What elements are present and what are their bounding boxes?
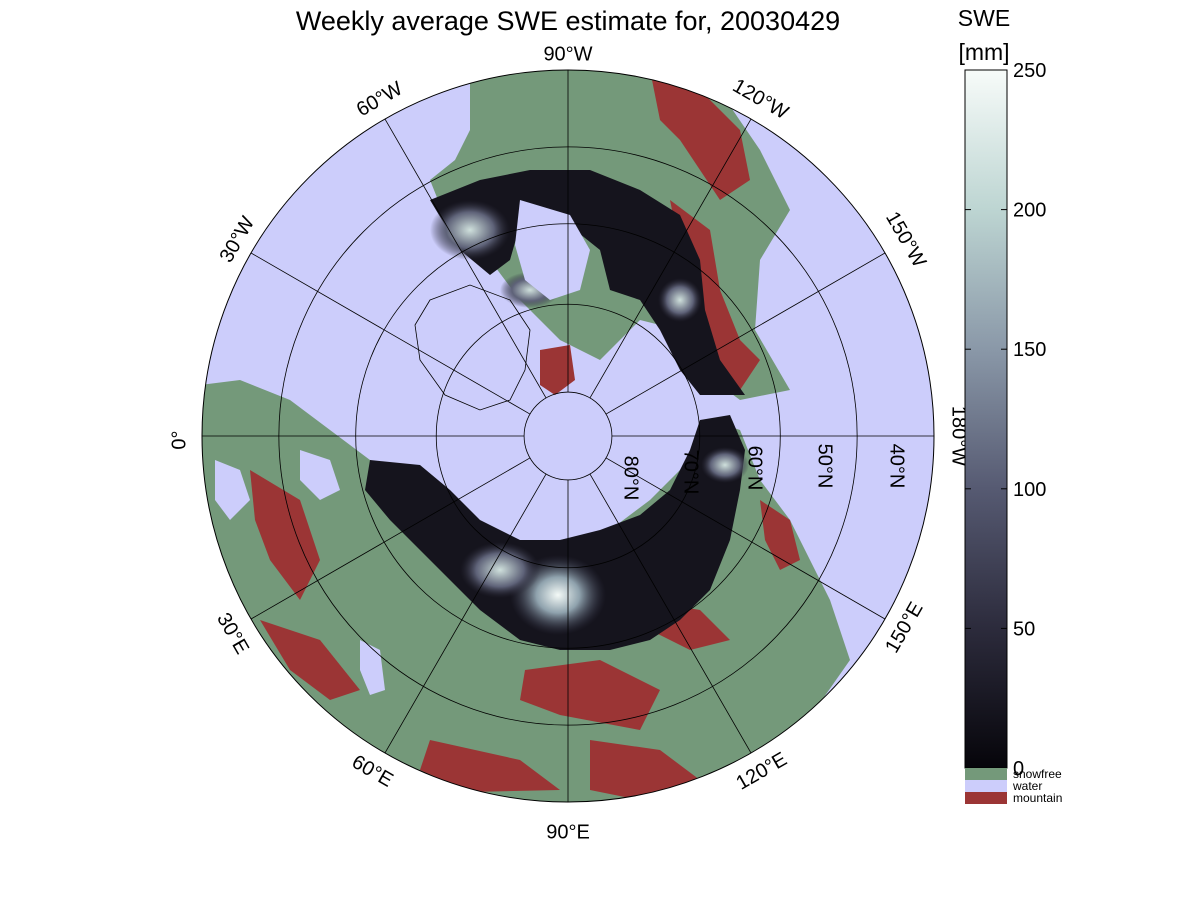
baltic-sea [300, 450, 340, 500]
legend-swatch-snowfree [965, 768, 1007, 780]
colorbar-label-swe: SWE [958, 5, 1010, 31]
mediterranean [215, 460, 250, 520]
swe-maximum-quebec [430, 200, 510, 260]
greenland-outline [414, 284, 531, 411]
meridian-line [605, 457, 886, 620]
meridian-line [250, 252, 531, 415]
legend-label-snowfree: snowfree [1013, 767, 1062, 781]
colorbar-tick-label: 250 [1013, 60, 1046, 82]
longitude-label-30e: 30°E [212, 609, 253, 658]
latitude-label-50n: 50°N [814, 444, 836, 489]
colorbar-tick-label: 0 [1013, 758, 1024, 780]
legend-label-mountain: mountain [1013, 791, 1062, 805]
latitude-labels: 80°N 70°N 60°N 50°N 40°N [620, 444, 908, 501]
meridian-line [250, 457, 531, 620]
colorbar-tick-label: 50 [1013, 618, 1035, 640]
colorbar-label-unit: [mm] [958, 39, 1009, 65]
map-title: Weekly average SWE estimate for, 2003042… [296, 6, 840, 36]
snow-cover-eurasia [365, 415, 745, 650]
graticule [202, 70, 934, 802]
longitude-label-180w: 180°W [948, 406, 970, 466]
meridian-line [384, 473, 547, 754]
polar-map [202, 70, 934, 802]
colorbar-gradient [964, 69, 1008, 769]
colorbar-tick-label: 100 [1013, 479, 1046, 501]
legend-label-water: water [1012, 779, 1042, 793]
arctic-islands [420, 290, 510, 400]
latitude-label-60n: 60°N [744, 446, 766, 491]
latitude-label-80n: 80°N [620, 456, 642, 501]
legend-swatch-mountain [965, 792, 1007, 804]
meridian-line [605, 252, 886, 415]
longitude-label-90w: 90°W [543, 43, 592, 65]
meridian-line [384, 118, 547, 399]
swe-maximum-kamchatka [701, 447, 749, 483]
swe-maximum-yenisei [460, 542, 540, 598]
latitude-label-70n: 70°N [680, 450, 702, 495]
colorbar-tick-label: 200 [1013, 200, 1046, 222]
longitude-label-90e: 90°E [546, 821, 590, 843]
meridian-line [589, 118, 752, 399]
longitude-label-0: 0° [168, 430, 190, 449]
longitude-label-60e: 60°E [348, 751, 397, 792]
legend-swatch-water [965, 780, 1007, 792]
hudson-bay [515, 200, 590, 300]
meridian-line [589, 473, 752, 754]
latitude-label-40n: 40°N [886, 444, 908, 489]
map-border [201, 69, 935, 803]
swe-maximum-alaska [658, 278, 702, 322]
colorbar: SWE [mm] 250 200 150 100 50 0 snowfreewatermo… [958, 5, 1063, 805]
colorbar-tick-label: 150 [1013, 339, 1046, 361]
caspian-sea [360, 640, 385, 695]
